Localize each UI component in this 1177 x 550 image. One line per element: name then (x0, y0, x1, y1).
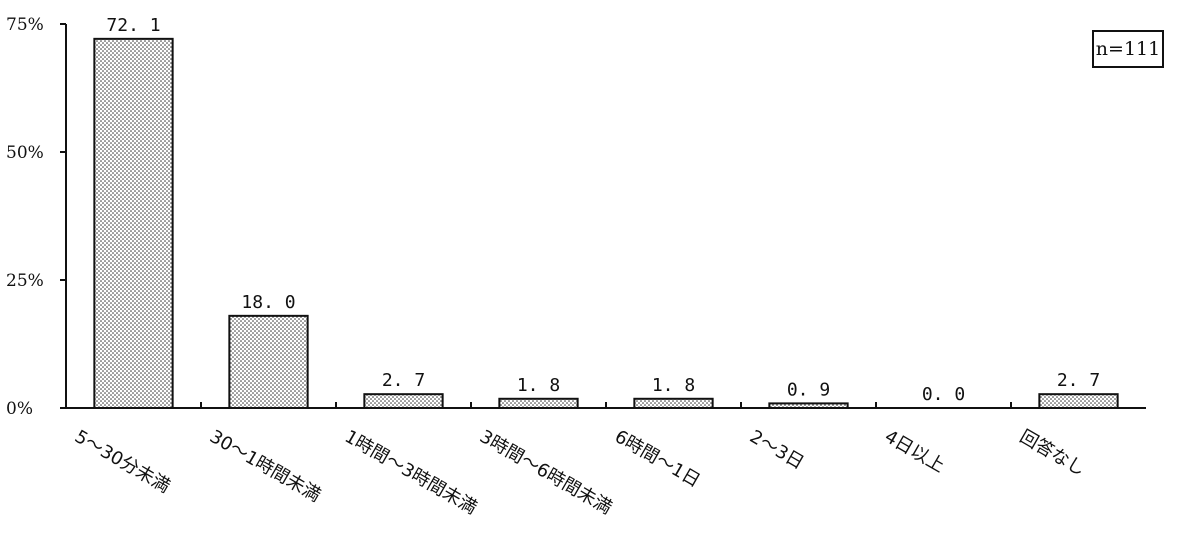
bar (228, 314, 309, 409)
category-label: 4日以上 (881, 426, 948, 477)
category-label: 回答なし (1016, 426, 1089, 480)
y-tick-label: 0% (6, 399, 33, 419)
category-label: 6時間～1日 (611, 426, 704, 492)
bar (768, 402, 849, 409)
data-label: 72. 1 (106, 15, 160, 36)
data-label: 1. 8 (517, 375, 560, 396)
bar (93, 37, 174, 410)
y-tick-label: 50% (6, 143, 44, 163)
category-label: 1時間～3時間未満 (341, 426, 480, 519)
data-label: 2. 7 (1057, 370, 1100, 391)
sample-size-label: n=111 (1095, 38, 1161, 60)
bar (363, 393, 444, 409)
category-label: 2～3日 (746, 426, 808, 474)
data-label: 0. 0 (922, 384, 965, 405)
sample-size-box: n=111 (1092, 30, 1164, 68)
y-tick-label: 75% (6, 15, 44, 35)
category-label: 5～30分未満 (71, 426, 174, 497)
bar (1038, 393, 1119, 409)
data-label: 1. 8 (652, 375, 695, 396)
data-label: 0. 9 (787, 379, 830, 400)
bar (633, 397, 714, 409)
data-label: 2. 7 (382, 370, 425, 391)
y-tick-label: 25% (6, 271, 44, 291)
category-label: 3時間～6時間未満 (476, 426, 615, 519)
bar (498, 397, 579, 409)
data-label: 18. 0 (241, 292, 295, 313)
category-label: 30～1時間未満 (206, 426, 324, 506)
